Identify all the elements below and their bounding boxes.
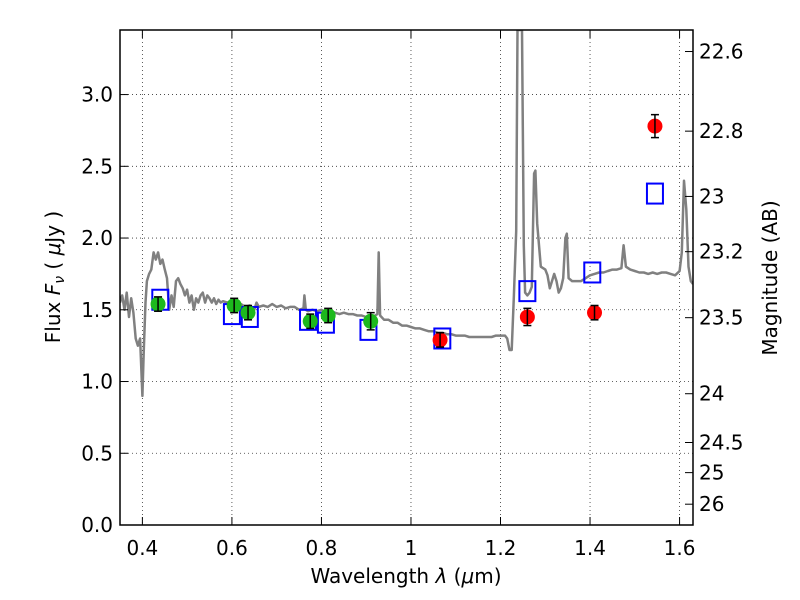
y2-tick-label: 25 — [699, 461, 724, 485]
y2-tick-label: 23.2 — [699, 240, 744, 264]
x-tick-label: 0.4 — [126, 536, 158, 560]
plot-frame — [119, 29, 694, 526]
grid — [120, 30, 693, 526]
x-tick-label: 1.2 — [485, 536, 517, 560]
x-tick-label: 0.6 — [216, 536, 248, 560]
y-tick-label: 2.5 — [81, 154, 113, 178]
y2-tick-label: 22.6 — [699, 40, 744, 64]
y2-tick-label: 23 — [699, 184, 724, 208]
model-box-marker — [518, 280, 537, 303]
axes: 0.4 0.6 0.8 1 1.2 1.4 1.6 0.0 0.5 1.0 1.5 2.0 2.5 3.0… — [81, 30, 744, 560]
x-tick-label: 1.4 — [574, 536, 606, 560]
y-tick-label: 1.0 — [81, 370, 113, 394]
y-tick-label: 0.0 — [81, 513, 113, 537]
y-tick-label: 2.0 — [81, 226, 113, 250]
model-box-marker — [583, 261, 602, 284]
x-tick-label: 1 — [405, 536, 418, 560]
x-tick-label: 0.8 — [306, 536, 338, 560]
y2-tick-label: 23.5 — [699, 306, 744, 330]
y-tick-label: 1.5 — [81, 298, 113, 322]
y-tick-label: 0.5 — [81, 441, 113, 465]
y2-tick-label: 26 — [699, 492, 724, 516]
plot-area — [120, 30, 693, 398]
y2-tick-label: 22.8 — [699, 119, 744, 143]
x-axis-label: Wavelength λ (μm) — [310, 564, 501, 588]
y-tick-label: 3.0 — [81, 83, 113, 107]
model-spectrum-line — [120, 30, 693, 398]
y-axis-label: Flux Fν ( μJy ) — [41, 211, 68, 343]
y2-tick-label: 24 — [699, 382, 724, 406]
y2-axis-label: Magnitude (AB) — [758, 200, 782, 355]
model-box-marker — [645, 182, 664, 205]
y2-tick-label: 24.5 — [699, 431, 744, 455]
x-tick-label: 1.6 — [664, 536, 696, 560]
